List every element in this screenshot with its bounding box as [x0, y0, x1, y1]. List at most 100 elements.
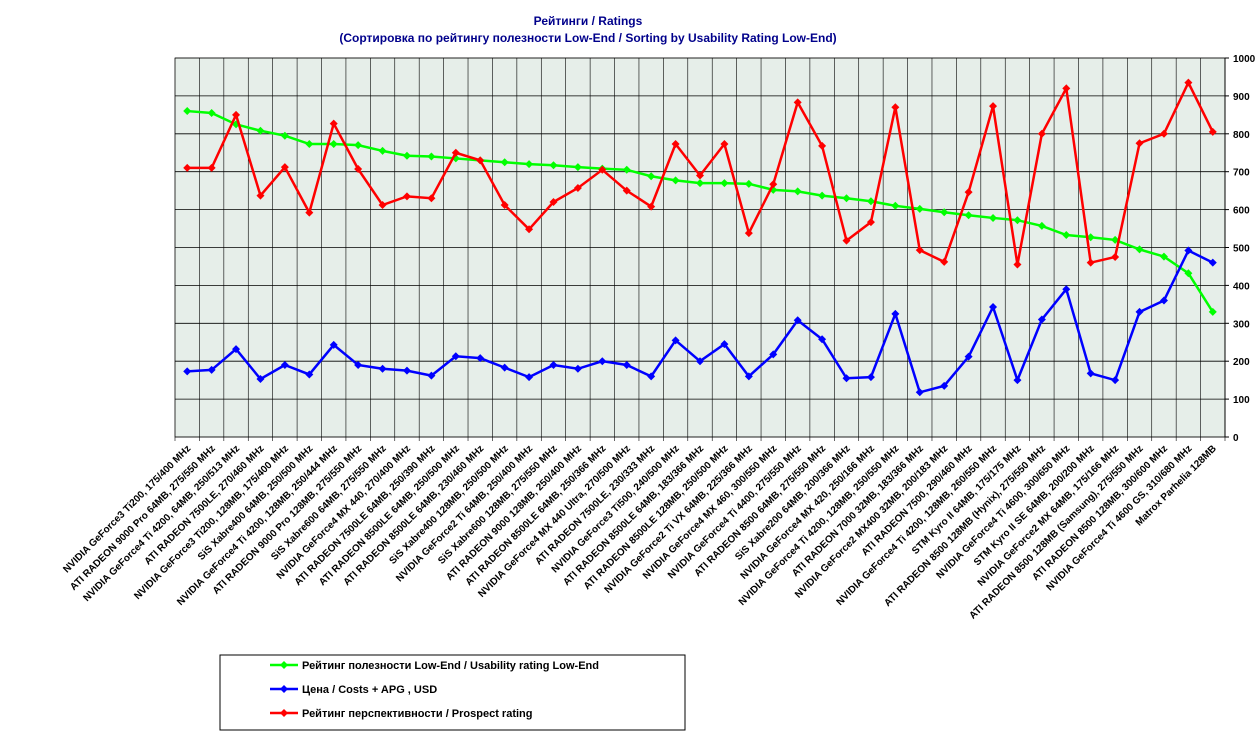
data-point [427, 152, 436, 161]
data-point [818, 191, 827, 200]
data-point [891, 309, 900, 318]
data-point [1159, 296, 1168, 305]
data-point [183, 163, 192, 172]
data-point [1013, 376, 1022, 385]
y-tick-label: 600 [1233, 206, 1250, 217]
data-point [305, 370, 314, 379]
data-point [1086, 258, 1095, 267]
data-point [598, 357, 607, 366]
data-point [573, 364, 582, 373]
y-tick-label: 400 [1233, 281, 1250, 292]
data-point [622, 165, 631, 174]
data-point [402, 192, 411, 201]
data-point [598, 165, 607, 174]
data-point [842, 194, 851, 203]
data-point [866, 373, 875, 382]
data-point [842, 374, 851, 383]
data-point [427, 194, 436, 203]
data-point [940, 208, 949, 217]
data-point [500, 158, 509, 167]
legend-label: Цена / Costs + APG , USD [302, 684, 437, 696]
data-point [891, 103, 900, 112]
chart-title: Рейтинги / Ratings [534, 14, 643, 28]
data-point [329, 119, 338, 128]
data-point [549, 360, 558, 369]
data-point [915, 204, 924, 213]
data-point [622, 186, 631, 195]
data-point [915, 388, 924, 397]
legend-marker [280, 661, 288, 669]
data-point [1037, 129, 1046, 138]
data-point [671, 336, 680, 345]
data-point [1208, 258, 1217, 267]
data-point [964, 211, 973, 220]
data-point [1159, 129, 1168, 138]
data-point [1135, 245, 1144, 254]
data-point [1111, 376, 1120, 385]
data-point [1184, 246, 1193, 255]
data-point [818, 141, 827, 150]
data-point [769, 350, 778, 359]
data-point [451, 148, 460, 157]
data-point [793, 187, 802, 196]
y-tick-label: 700 [1233, 168, 1250, 179]
data-point [402, 151, 411, 160]
data-point [1062, 84, 1071, 93]
data-point [720, 179, 729, 188]
data-point [696, 357, 704, 366]
data-point [964, 188, 973, 197]
data-point [354, 165, 363, 174]
data-point [500, 201, 509, 210]
data-point [183, 367, 192, 376]
data-point [1062, 230, 1071, 239]
data-point [940, 381, 949, 390]
legend-box [219, 654, 686, 731]
data-point [1111, 252, 1120, 261]
data-point [207, 163, 216, 172]
data-point [525, 225, 534, 234]
data-point [866, 197, 875, 206]
data-point [183, 107, 192, 116]
y-tick-label: 900 [1233, 92, 1250, 103]
data-point [964, 352, 973, 361]
data-point [476, 156, 485, 165]
data-point [720, 140, 729, 149]
data-point [671, 176, 680, 185]
data-point [354, 141, 363, 150]
data-point [232, 110, 241, 119]
data-point [451, 352, 460, 361]
data-point [402, 366, 411, 375]
data-point [1037, 221, 1046, 230]
data-point [744, 179, 753, 188]
data-point [378, 364, 387, 373]
data-point [256, 375, 265, 384]
data-point [207, 365, 216, 374]
data-point [573, 163, 582, 172]
data-point [549, 198, 558, 207]
data-point [793, 316, 802, 325]
data-point [1208, 127, 1217, 136]
data-point [647, 372, 656, 381]
data-point [1013, 260, 1022, 269]
data-point [769, 180, 778, 189]
data-point [989, 213, 998, 222]
data-point [647, 202, 656, 211]
data-point [647, 172, 656, 181]
y-tick-label: 0 [1233, 433, 1239, 444]
y-tick-label: 800 [1233, 130, 1250, 141]
data-point [525, 160, 534, 169]
data-point [989, 102, 998, 111]
data-point [329, 340, 338, 349]
y-tick-label: 1000 [1233, 54, 1256, 65]
data-point [305, 208, 314, 217]
legend-label: Рейтинг перспективности / Prospect ratin… [302, 708, 533, 720]
data-point [1208, 307, 1217, 316]
legend-marker [280, 709, 288, 717]
data-point [1086, 369, 1095, 378]
data-point [1184, 269, 1193, 278]
y-tick-label: 300 [1233, 319, 1250, 330]
data-point [207, 108, 216, 117]
data-point [476, 354, 485, 363]
data-point [427, 371, 436, 380]
